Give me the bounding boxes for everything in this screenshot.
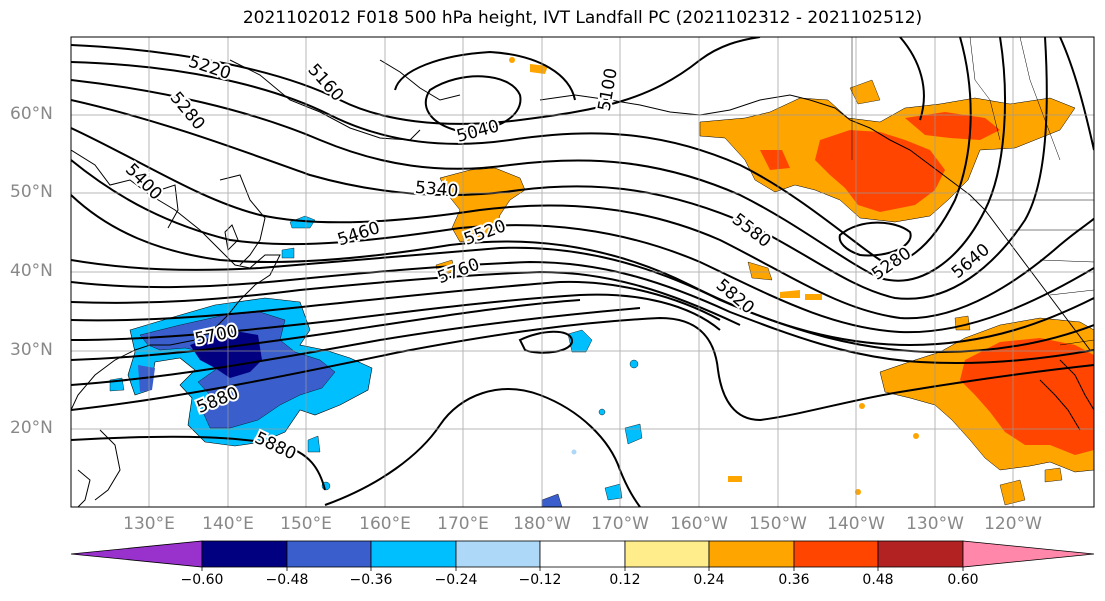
colorbar-segment — [370, 540, 457, 568]
colorbar-tick-label: −0.24 — [434, 572, 478, 588]
height-contours — [71, 37, 1094, 507]
colorbar — [70, 540, 1095, 571]
colorbar-tick-label: 0.36 — [778, 572, 810, 588]
lon-label-130e: 130°E — [123, 514, 175, 534]
colorbar-tick-label: −0.36 — [349, 572, 393, 588]
contour-label: 5340 — [414, 178, 459, 202]
colorbar-tick-label: −0.48 — [265, 572, 309, 588]
lat-label-30n: 30°N — [10, 340, 53, 360]
colorbar-tick-label: 0.60 — [947, 572, 979, 588]
lon-label-150e: 150°E — [280, 514, 332, 534]
colorbar-tick-label: −0.12 — [518, 572, 562, 588]
colorbar-segment — [286, 540, 372, 568]
lat-label-40n: 40°N — [10, 261, 53, 281]
lon-label-170e: 170°E — [437, 514, 489, 534]
colorbar-tick-label: 0.24 — [693, 572, 725, 588]
lon-label-120w: 120°W — [984, 514, 1042, 534]
graticule — [71, 37, 1094, 507]
lon-label-130w: 130°W — [906, 514, 964, 534]
map-area: 5220 5160 5100 5040 5280 5400 5340 5520 … — [71, 37, 1094, 507]
colorbar-segment — [624, 540, 710, 568]
lon-label-160e: 160°E — [359, 514, 411, 534]
lat-label-20n: 20°N — [10, 418, 53, 438]
colorbar-tick-label: 0.48 — [862, 572, 894, 588]
colorbar-segment — [539, 540, 626, 568]
colorbar-segment — [455, 540, 541, 568]
lat-label-50n: 50°N — [10, 182, 53, 202]
colorbar-segment — [70, 540, 203, 568]
map-title: 2021102012 F018 500 hPa height, IVT Land… — [242, 8, 923, 28]
lon-label-150w: 150°W — [749, 514, 807, 534]
colorbar-tick-label: −0.60 — [180, 572, 224, 588]
ivt-positive-fields — [435, 57, 1094, 506]
lon-label-160w: 160°W — [670, 514, 728, 534]
colorbar-tick-label: 0.12 — [609, 572, 641, 588]
lon-label-140e: 140°E — [202, 514, 254, 534]
colorbar-segment — [962, 540, 1095, 568]
lon-label-180w: 180°W — [513, 514, 571, 534]
lat-label-60n: 60°N — [10, 104, 53, 124]
colorbar-segment — [201, 540, 288, 568]
lon-label-170w: 170°W — [591, 514, 649, 534]
colorbar-segment — [877, 540, 964, 568]
coastlines — [71, 59, 1094, 507]
map-frame — [70, 36, 1095, 508]
lon-label-140w: 140°W — [827, 514, 885, 534]
colorbar-segment — [793, 540, 879, 568]
colorbar-segment — [708, 540, 795, 568]
